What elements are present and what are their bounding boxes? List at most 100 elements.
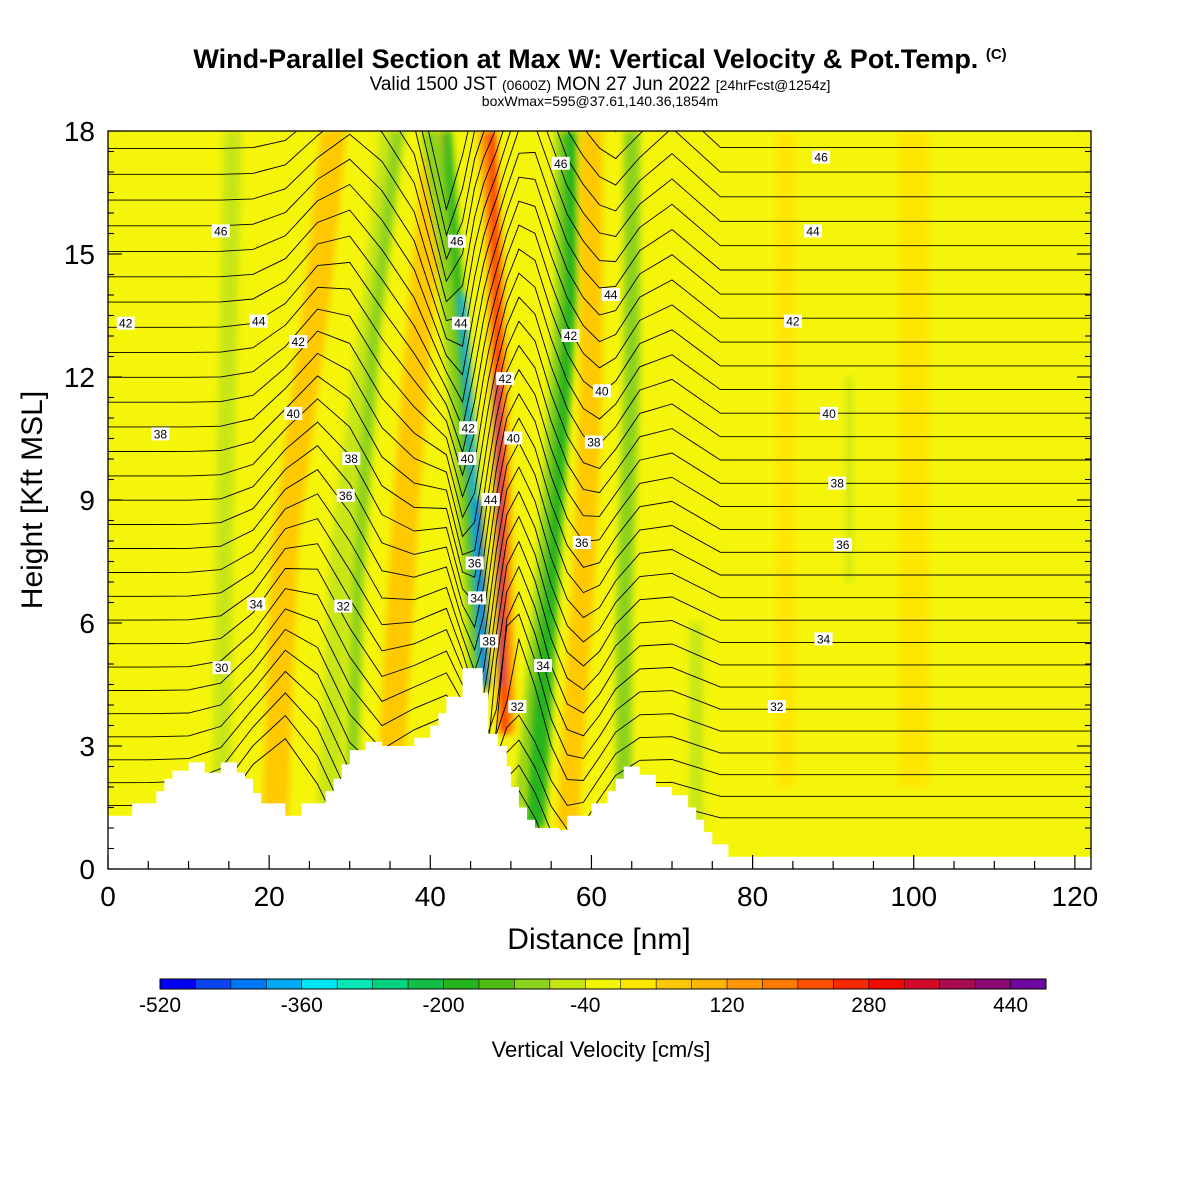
contour-label-text: 38 [831, 477, 845, 491]
colorbar-swatch [549, 979, 586, 989]
theta-contour [108, 591, 1091, 786]
contour-label-box [468, 591, 486, 605]
contour-label-box [572, 536, 591, 549]
contour-label-text: 36 [836, 538, 850, 552]
contour-label: 36 [465, 556, 484, 571]
band-c2 [343, 131, 405, 869]
contour-label: 44 [481, 493, 500, 507]
colorbar-swatch [337, 979, 374, 989]
contour-label-box [584, 435, 603, 449]
contour-label-text: 42 [292, 335, 306, 349]
box-wmax-info: boxWmax=595@37.61,140.36,1854m [481, 93, 719, 109]
band-k [775, 131, 794, 787]
contour-label: 38 [151, 427, 170, 441]
theta-contour [108, 417, 1091, 629]
chart-title: Wind-Parallel Section at Max W: Vertical… [0, 44, 1200, 75]
colorbar-swatch [1010, 979, 1047, 989]
contour-label: 32 [508, 700, 527, 714]
theta-contour [108, 296, 1091, 519]
x-tick-label: 0 [100, 881, 116, 912]
band-g [525, 131, 578, 828]
contour-label-box [458, 452, 477, 465]
contour-label-box [812, 150, 831, 164]
contour-label-box [496, 372, 515, 386]
contour-label-text: 44 [252, 315, 266, 329]
contour-label: 38 [342, 452, 361, 466]
contour-label-box [289, 335, 308, 349]
colorbar-swatch [478, 979, 515, 989]
y-tick-label: 15 [64, 239, 95, 270]
theta-contour [108, 151, 1091, 376]
y-axis-label: Height [Kft MSL] [16, 391, 49, 609]
colorbar-tick-label: -360 [281, 994, 323, 1017]
contour-label: 38 [828, 476, 847, 491]
contour-label: 42 [459, 421, 478, 435]
colorbar-swatch [195, 979, 232, 989]
band-g2 [514, 131, 564, 808]
theta-contour [415, 131, 1091, 261]
theta-contour [108, 131, 1091, 322]
colorbar-frame [159, 978, 1047, 990]
colorbar-swatch [620, 979, 657, 989]
contour-label-text: 46 [814, 151, 828, 165]
band-f3 [494, 377, 504, 685]
theta-contour [108, 176, 1091, 404]
chart-subtitle: Valid 1500 JST (0600Z) MON 27 Jun 2022 [… [0, 74, 1200, 96]
colorbar-tick-label: -520 [139, 994, 181, 1017]
theta-contours [108, 131, 1091, 869]
x-tick-label: 20 [254, 881, 285, 912]
x-tick-label: 60 [576, 881, 607, 912]
contour-label-text: 32 [770, 700, 784, 714]
contour-label-box [814, 632, 833, 646]
band-l [846, 377, 853, 582]
theta-contour [108, 441, 1091, 652]
theta-contour [108, 200, 1091, 430]
forecast-info: [24hrFcst@1254z] [715, 77, 831, 93]
colorbar-swatch [656, 979, 693, 989]
band-d [377, 131, 452, 787]
theta-contour [108, 131, 1091, 303]
colorbar-swatch [691, 979, 728, 989]
valid-date: MON 27 Jun 2022 [556, 74, 711, 95]
terrain-mask [108, 668, 1091, 869]
contour-label-text: 44 [454, 317, 468, 331]
contour-label-text: 46 [554, 157, 568, 171]
colorbar-swatch [904, 979, 941, 989]
colorbar-tick-label: 120 [709, 994, 744, 1017]
colorbar-title: Vertical Velocity [cm/s] [492, 1037, 711, 1062]
theta-contour [108, 613, 1091, 759]
contour-label: 40 [592, 384, 611, 398]
contour-label-box [508, 700, 527, 713]
contour-label: 34 [468, 591, 486, 605]
colorbar-swatch [727, 979, 763, 989]
theta-contour [108, 392, 1091, 604]
valid-time: Valid 1500 JST [369, 74, 497, 95]
colorbar-swatch [868, 979, 905, 989]
contour-label-box [151, 427, 170, 441]
contour-label-box [465, 556, 484, 570]
contour-label-box [451, 316, 470, 330]
contour-label: 46 [211, 224, 230, 238]
contour-label: 42 [289, 335, 308, 349]
contour-label-box [459, 421, 478, 435]
contour-label: 34 [814, 632, 833, 646]
contour-label-text: 38 [482, 635, 496, 649]
contour-label-box [211, 224, 230, 238]
contour-label-text: 42 [786, 315, 800, 329]
contour-label-text: 32 [337, 600, 351, 614]
contour-label-box [284, 406, 303, 420]
contour-label-box [561, 329, 580, 342]
contour-label-box [249, 314, 268, 328]
contour-label: 46 [812, 150, 831, 165]
contour-label-box [592, 384, 611, 398]
contour-label-box [767, 700, 786, 713]
y-tick-label: 6 [79, 608, 95, 639]
contour-label-box [247, 597, 266, 611]
contour-label: 46 [447, 234, 466, 249]
contour-label-box [504, 431, 523, 445]
contour-label-text: 30 [215, 661, 229, 675]
colorbar-tick-label: -40 [570, 994, 600, 1017]
contour-label: 42 [496, 372, 515, 386]
y-tick-label: 0 [79, 854, 95, 885]
